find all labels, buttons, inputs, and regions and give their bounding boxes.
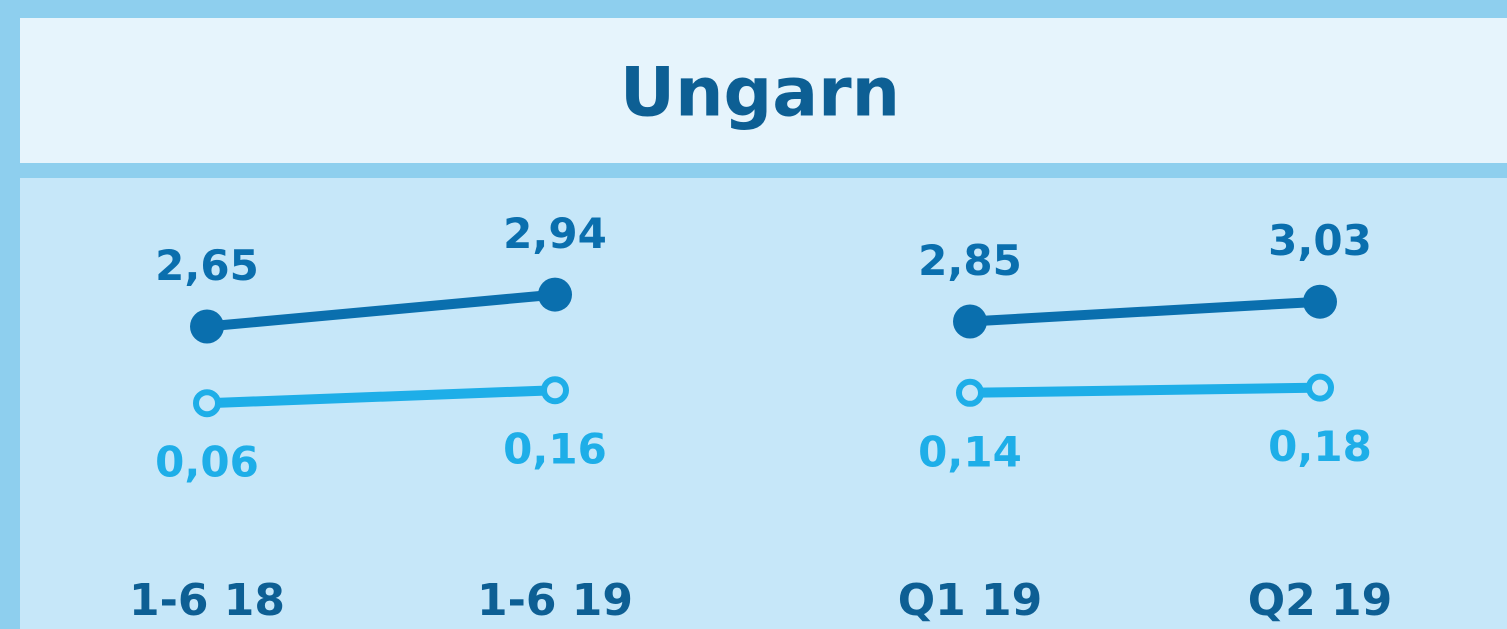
series-line bbox=[206, 385, 556, 409]
value-label: 2,94 bbox=[503, 209, 607, 258]
value-label: 3,03 bbox=[1268, 216, 1372, 265]
x-tick-label: 1-6 18 bbox=[129, 575, 285, 626]
point bbox=[953, 304, 987, 339]
value-label: 0,18 bbox=[1268, 422, 1372, 471]
point bbox=[193, 389, 221, 418]
point bbox=[541, 376, 569, 405]
chart-title: Ungarn bbox=[620, 54, 900, 133]
point bbox=[538, 277, 572, 312]
x-tick-label: Q2 19 bbox=[1248, 575, 1393, 626]
point bbox=[956, 378, 984, 407]
point bbox=[1306, 373, 1334, 402]
value-label: 0,14 bbox=[918, 427, 1022, 476]
title-band bbox=[20, 18, 1507, 163]
series-line bbox=[969, 382, 1321, 398]
point bbox=[190, 309, 224, 344]
value-label: 0,16 bbox=[503, 425, 607, 474]
value-label: 0,06 bbox=[155, 438, 259, 487]
series-line bbox=[206, 289, 556, 332]
series-line bbox=[969, 296, 1321, 327]
x-tick-label: 1-6 19 bbox=[477, 575, 633, 626]
value-label: 2,65 bbox=[155, 241, 259, 290]
point bbox=[1303, 284, 1337, 319]
x-tick-label: Q1 19 bbox=[898, 575, 1043, 626]
value-label: 2,85 bbox=[918, 236, 1022, 285]
